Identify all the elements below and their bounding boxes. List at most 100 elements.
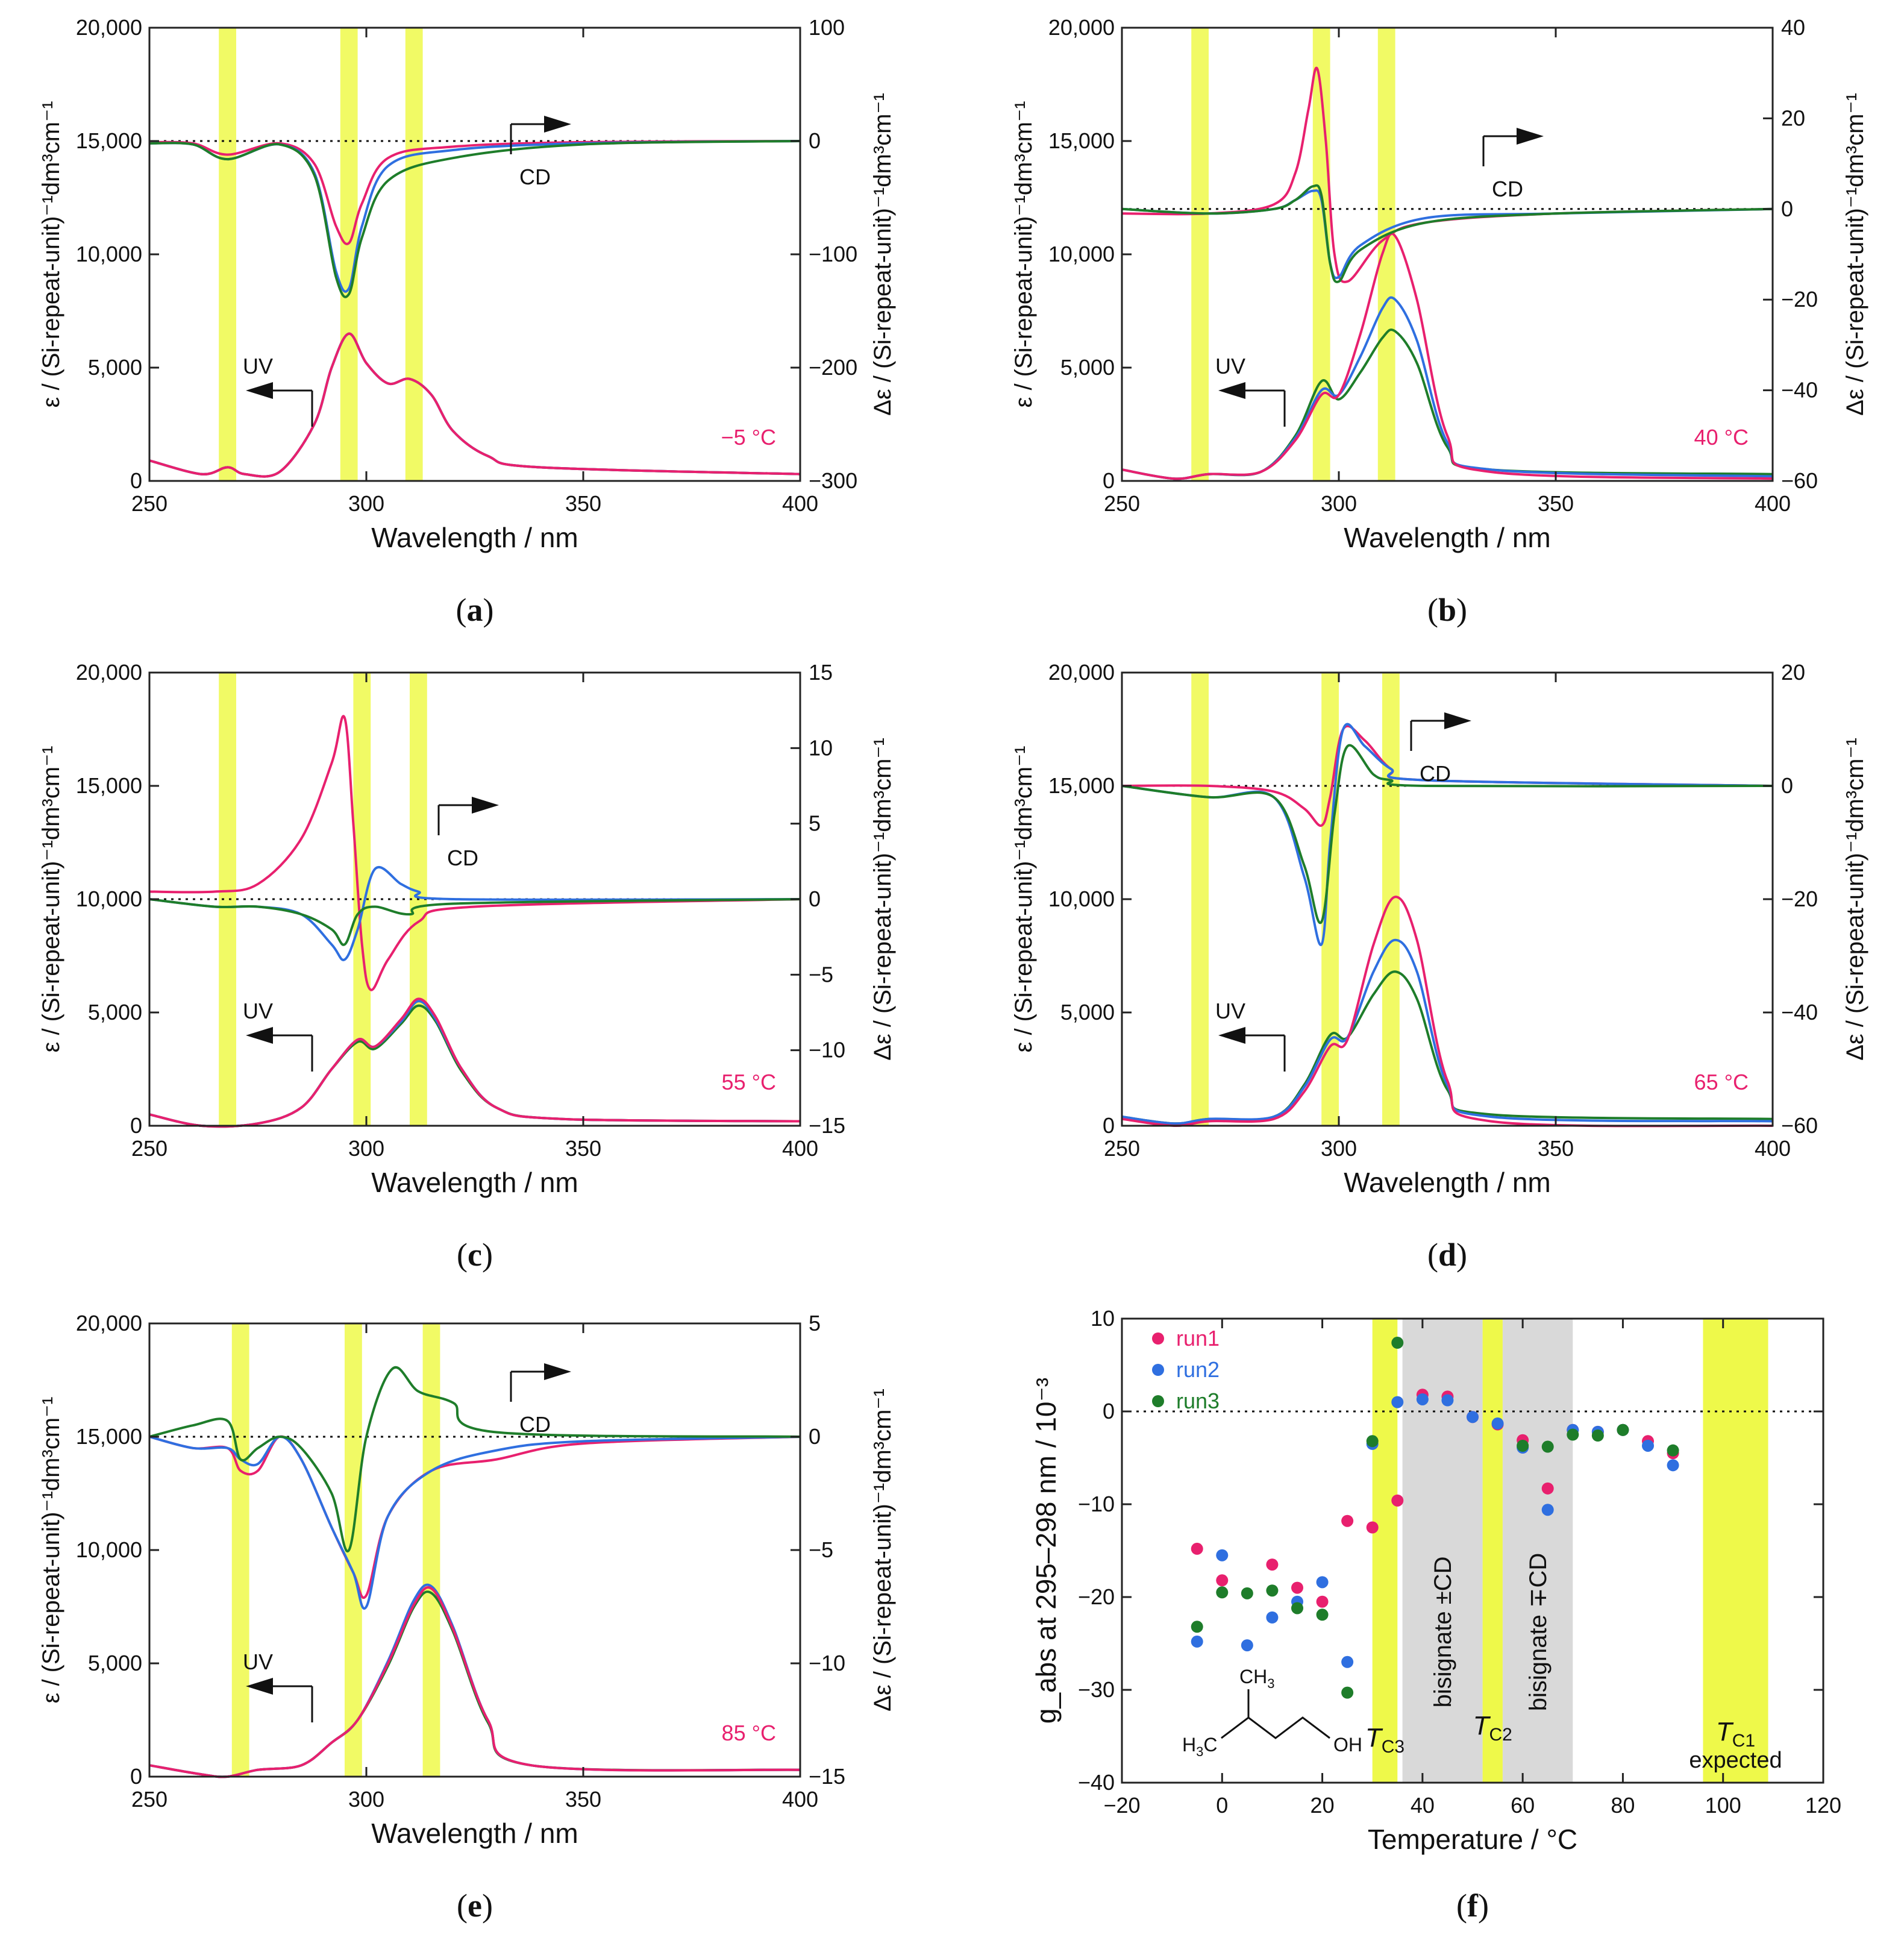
y-left-tick-label: 20,000 bbox=[1048, 15, 1115, 40]
molecule-ch3-sub: 3 bbox=[1267, 1676, 1274, 1691]
data-point-run2 bbox=[1416, 1393, 1429, 1405]
cd-arrow-head bbox=[1517, 128, 1544, 145]
cd-curve-run2 bbox=[149, 140, 801, 293]
uv-curve-run2 bbox=[1121, 938, 1773, 1125]
caption-paren-close: ) bbox=[482, 1237, 493, 1273]
x-tick-label: 300 bbox=[1321, 491, 1357, 516]
x-axis-title: Wavelength / nm bbox=[371, 1818, 578, 1849]
uv-curve-run1 bbox=[149, 1586, 801, 1778]
tc1-label: TC1 bbox=[1716, 1717, 1755, 1751]
temperature-label: 55 °C bbox=[722, 1070, 776, 1094]
y-right-axis-title: Δε / (Si-repeat-unit)⁻¹dm³cm⁻¹ bbox=[1842, 738, 1868, 1061]
caption-letter: d bbox=[1438, 1237, 1456, 1273]
uv-arrow-head bbox=[246, 1027, 273, 1044]
y-left-tick-label: 20,000 bbox=[76, 1311, 142, 1335]
panel-d: 250 300 350 400 0 5,000 10,000 15,000 20,000 −60 −… bbox=[1010, 660, 1868, 1273]
data-point-run3 bbox=[1517, 1439, 1529, 1452]
bisignate-pm-label: bisignate ±CD bbox=[1430, 1557, 1456, 1708]
data-point-run1 bbox=[1316, 1595, 1329, 1608]
legend-marker-run3 bbox=[1152, 1395, 1164, 1407]
y-right-tick-label: −300 bbox=[809, 468, 857, 493]
x-tick-label: 400 bbox=[782, 1136, 818, 1161]
y-left-tick-label: 0 bbox=[1103, 468, 1115, 493]
tc2-label-sub: C2 bbox=[1489, 1725, 1512, 1745]
molecule-h3c-c: C bbox=[1203, 1734, 1217, 1756]
bisignate-mp-label: bisignate ∓CD bbox=[1525, 1553, 1552, 1712]
x-tick-label: 20 bbox=[1311, 1793, 1335, 1818]
tc2-label: TC2 bbox=[1473, 1711, 1512, 1745]
uv-curve-run1 bbox=[1121, 896, 1773, 1128]
y-left-tick-label: 0 bbox=[130, 468, 142, 493]
plot-frame bbox=[1121, 1317, 1824, 1784]
y-right-tick-label: 0 bbox=[809, 128, 821, 153]
y-right-tick-label: 20 bbox=[1781, 105, 1805, 130]
molecule-h3c: H3C bbox=[1182, 1734, 1217, 1759]
panel-f: −20 0 20 40 60 80 100 120 −40 −30 −20 −10 0 10 Tempera… bbox=[1030, 1306, 1841, 1924]
uv-curve-run3 bbox=[1121, 328, 1773, 480]
temperature-label: 40 °C bbox=[1694, 425, 1749, 450]
grey-band bbox=[1402, 1319, 1483, 1783]
legend-label-run2: run2 bbox=[1176, 1357, 1220, 1382]
data-point-run2 bbox=[1467, 1411, 1479, 1423]
uv-arrow-head bbox=[1218, 382, 1245, 399]
data-point-run3 bbox=[1266, 1584, 1279, 1597]
x-tick-label: 300 bbox=[1321, 1136, 1357, 1161]
highlight-band bbox=[231, 1323, 249, 1777]
cd-arrow-head bbox=[544, 116, 571, 133]
y-right-tick-label: 0 bbox=[1781, 773, 1793, 798]
y-right-tick-label: 0 bbox=[1781, 196, 1793, 221]
cd-curve-run3 bbox=[149, 1366, 801, 1552]
data-point-run1 bbox=[1266, 1558, 1279, 1571]
y-right-tick-label: 15 bbox=[809, 660, 833, 685]
temperature-label: −5 °C bbox=[721, 425, 776, 450]
y-right-tick-label: 5 bbox=[809, 811, 821, 836]
x-tick-label: 400 bbox=[782, 491, 818, 516]
data-point-run2 bbox=[1642, 1439, 1654, 1452]
y-right-tick-label: −10 bbox=[809, 1038, 845, 1062]
x-tick-label: 300 bbox=[348, 1787, 384, 1812]
cd-label: CD bbox=[1420, 761, 1451, 786]
y-left-tick-label: 10,000 bbox=[1048, 242, 1115, 266]
data-point-run3 bbox=[1341, 1686, 1354, 1699]
y-left-tick-label: 10,000 bbox=[76, 242, 142, 266]
y-left-tick-label: 10,000 bbox=[76, 887, 142, 911]
y-right-tick-label: −200 bbox=[809, 355, 857, 380]
y-right-axis-title: Δε / (Si-repeat-unit)⁻¹dm³cm⁻¹ bbox=[1842, 93, 1868, 416]
caption-paren-close: ) bbox=[482, 1888, 493, 1924]
data-point-run3 bbox=[1366, 1435, 1379, 1448]
caption-letter: b bbox=[1438, 592, 1456, 628]
x-axis-title: Wavelength / nm bbox=[371, 522, 578, 553]
data-point-run3 bbox=[1541, 1440, 1554, 1453]
panel-caption: (b) bbox=[1427, 592, 1467, 628]
panel-caption: (d) bbox=[1427, 1237, 1467, 1273]
y-right-tick-label: −5 bbox=[809, 1537, 833, 1562]
y-left-tick-label: 10,000 bbox=[76, 1537, 142, 1562]
panel-caption: (a) bbox=[456, 592, 494, 628]
x-tick-label: 400 bbox=[1755, 491, 1791, 516]
y-left-tick-label: 5,000 bbox=[1060, 355, 1115, 380]
legend-label-run3: run3 bbox=[1176, 1389, 1220, 1413]
y-right-tick-label: −5 bbox=[809, 962, 833, 987]
cd-label: CD bbox=[1492, 177, 1523, 201]
yellow-band bbox=[1482, 1319, 1503, 1783]
y-right-axis-title: Δε / (Si-repeat-unit)⁻¹dm³cm⁻¹ bbox=[869, 93, 896, 416]
highlight-band bbox=[1191, 28, 1209, 481]
x-tick-label: 60 bbox=[1511, 1793, 1535, 1818]
panel-b: 250 300 350 40005,00010,00015,00020,000−60−… bbox=[1010, 15, 1868, 628]
y-left-axis-title: ε / (Si-repeat-unit)⁻¹dm³cm⁻¹ bbox=[38, 745, 64, 1052]
plot-frame bbox=[1121, 27, 1774, 482]
caption-paren-open: ( bbox=[457, 1237, 468, 1273]
highlight-band bbox=[219, 673, 236, 1126]
tc1-label-main: T bbox=[1716, 1717, 1734, 1747]
uv-arrow-head bbox=[246, 382, 273, 399]
y-left-axis-title: ε / (Si-repeat-unit)⁻¹dm³cm⁻¹ bbox=[1010, 101, 1037, 407]
y-left-tick-label: 15,000 bbox=[1048, 773, 1115, 798]
y-tick-label: 10 bbox=[1091, 1306, 1115, 1331]
tc1-expected-label: expected bbox=[1689, 1748, 1782, 1773]
tc3-label: TC3 bbox=[1365, 1723, 1405, 1757]
x-tick-label: 400 bbox=[1755, 1136, 1791, 1161]
data-point-run3 bbox=[1241, 1587, 1253, 1599]
x-tick-label: 80 bbox=[1611, 1793, 1635, 1818]
panel-e: 250 300 350 400 0 5,000 10,000 15,000 20,000 −15 −… bbox=[38, 1311, 896, 1924]
uv-curve-run1 bbox=[1121, 232, 1773, 480]
